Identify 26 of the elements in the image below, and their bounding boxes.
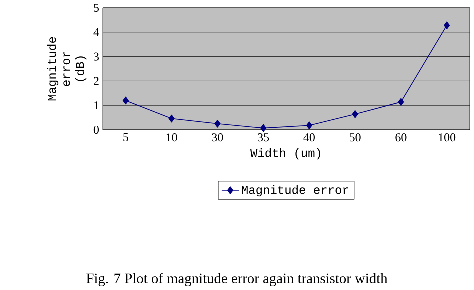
x-tick-label: 40	[304, 134, 315, 142]
y-tick-label: 1	[94, 102, 99, 110]
point	[214, 120, 221, 128]
legend-label: Magnitude error	[242, 185, 348, 197]
point	[306, 122, 312, 130]
x-tick-label: 5	[124, 134, 128, 142]
x-tick-label: 60	[396, 134, 407, 142]
y-tick-label: 2	[94, 77, 99, 86]
x-tick-label: 35	[258, 134, 270, 142]
x-axis-title: Width (um)	[250, 148, 320, 160]
point	[352, 110, 358, 118]
x-tick-label: 50	[350, 134, 361, 142]
point	[260, 124, 267, 132]
y-axis-title: Magnitude error (dB)	[47, 37, 87, 101]
point	[122, 96, 129, 105]
y-tick-label: 3	[94, 52, 100, 61]
caption: Fig. 7 Plot of magnitude error again transistor width	[86, 273, 388, 286]
point	[168, 114, 175, 123]
point	[444, 22, 450, 30]
x-tick-label: 30	[212, 134, 224, 142]
x-tick-label: 100	[439, 134, 456, 142]
x-tick-label: 10	[166, 134, 178, 142]
point	[398, 98, 404, 106]
y-tick-label: 0	[94, 126, 100, 134]
y-tick-label: 4	[94, 28, 100, 36]
y-tick-label: 5	[94, 4, 100, 12]
